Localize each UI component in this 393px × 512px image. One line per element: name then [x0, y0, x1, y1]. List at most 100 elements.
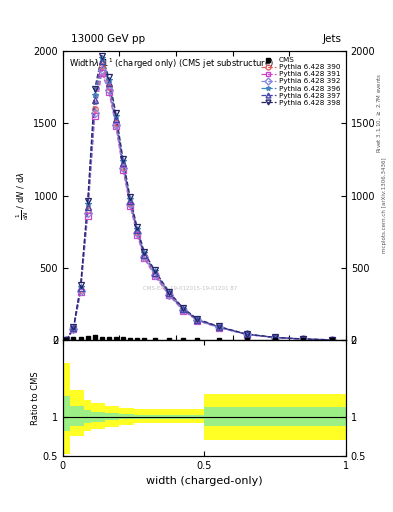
Pythia 6.428 396	[78, 284, 83, 290]
Text: Rivet 3.1.10, $\geq$ 2.7M events: Rivet 3.1.10, $\geq$ 2.7M events	[375, 72, 383, 153]
Pythia 6.428 391	[71, 326, 76, 332]
Pythia 6.428 397	[121, 160, 125, 166]
Pythia 6.428 398	[99, 52, 104, 58]
Pythia 6.428 396	[167, 289, 171, 295]
Pythia 6.428 397	[71, 325, 76, 331]
Line: CMS: CMS	[64, 335, 334, 343]
Pythia 6.428 396	[273, 334, 277, 340]
Pythia 6.428 397	[181, 306, 185, 312]
Pythia 6.428 392	[92, 110, 97, 116]
Pythia 6.428 391	[114, 123, 118, 130]
Pythia 6.428 391	[85, 213, 90, 219]
Pythia 6.428 396	[301, 336, 306, 342]
CMS	[329, 337, 334, 343]
Line: Pythia 6.428 398: Pythia 6.428 398	[64, 53, 334, 343]
Pythia 6.428 392	[99, 67, 104, 73]
Text: Width$\lambda\_1^1$ (charged only) (CMS jet substructure): Width$\lambda\_1^1$ (charged only) (CMS …	[68, 57, 274, 71]
Pythia 6.428 398	[85, 198, 90, 204]
Pythia 6.428 398	[195, 316, 200, 322]
Pythia 6.428 391	[329, 337, 334, 343]
Pythia 6.428 396	[329, 337, 334, 343]
Pythia 6.428 392	[114, 122, 118, 128]
Pythia 6.428 391	[244, 332, 249, 338]
CMS	[71, 336, 76, 343]
Pythia 6.428 398	[135, 224, 140, 230]
Pythia 6.428 397	[152, 269, 157, 275]
CMS	[114, 336, 118, 343]
Pythia 6.428 398	[167, 289, 171, 295]
Pythia 6.428 396	[181, 306, 185, 312]
Pythia 6.428 396	[92, 92, 97, 98]
CMS	[64, 337, 69, 343]
Pythia 6.428 391	[167, 292, 171, 298]
Pythia 6.428 396	[114, 113, 118, 119]
Pythia 6.428 391	[128, 203, 132, 209]
Pythia 6.428 392	[216, 324, 221, 330]
Line: Pythia 6.428 396: Pythia 6.428 396	[64, 56, 334, 343]
Pythia 6.428 390	[244, 331, 249, 337]
X-axis label: width (charged-only): width (charged-only)	[146, 476, 263, 486]
Pythia 6.428 398	[273, 334, 277, 340]
Pythia 6.428 397	[107, 80, 111, 86]
Pythia 6.428 398	[244, 331, 249, 337]
Pythia 6.428 392	[64, 337, 69, 343]
Pythia 6.428 397	[99, 58, 104, 65]
Pythia 6.428 396	[99, 55, 104, 61]
Pythia 6.428 396	[128, 196, 132, 202]
Pythia 6.428 390	[195, 317, 200, 323]
Pythia 6.428 396	[64, 337, 69, 343]
Pythia 6.428 392	[195, 317, 200, 324]
Y-axis label: Ratio to CMS: Ratio to CMS	[31, 371, 40, 425]
Pythia 6.428 392	[244, 331, 249, 337]
Pythia 6.428 397	[195, 317, 200, 323]
Y-axis label: $\frac{1}{\mathrm{d}N}$ / $\mathrm{d}N$ / $\mathrm{d}\lambda$: $\frac{1}{\mathrm{d}N}$ / $\mathrm{d}N$ …	[14, 172, 31, 220]
Pythia 6.428 397	[135, 227, 140, 233]
CMS	[128, 336, 132, 343]
Pythia 6.428 396	[142, 250, 147, 257]
Pythia 6.428 391	[301, 336, 306, 342]
Pythia 6.428 398	[152, 267, 157, 273]
Pythia 6.428 397	[64, 337, 69, 343]
Pythia 6.428 392	[135, 230, 140, 237]
CMS	[85, 335, 90, 341]
Pythia 6.428 396	[135, 226, 140, 232]
Pythia 6.428 390	[71, 326, 76, 332]
CMS	[216, 337, 221, 343]
Pythia 6.428 390	[85, 207, 90, 213]
Pythia 6.428 390	[152, 270, 157, 276]
Pythia 6.428 397	[78, 285, 83, 291]
Pythia 6.428 391	[121, 166, 125, 173]
Pythia 6.428 396	[121, 158, 125, 164]
CMS	[107, 336, 111, 342]
Pythia 6.428 391	[78, 289, 83, 295]
Pythia 6.428 391	[216, 325, 221, 331]
Pythia 6.428 391	[152, 273, 157, 279]
Pythia 6.428 391	[195, 317, 200, 324]
Pythia 6.428 391	[99, 70, 104, 76]
Pythia 6.428 391	[181, 307, 185, 313]
Pythia 6.428 398	[216, 323, 221, 329]
Pythia 6.428 398	[71, 324, 76, 330]
Line: Pythia 6.428 397: Pythia 6.428 397	[64, 58, 334, 343]
Pythia 6.428 391	[107, 89, 111, 95]
Pythia 6.428 396	[244, 331, 249, 337]
CMS	[244, 337, 249, 343]
Pythia 6.428 396	[216, 324, 221, 330]
Line: Pythia 6.428 392: Pythia 6.428 392	[64, 67, 334, 343]
Pythia 6.428 390	[301, 336, 306, 342]
Pythia 6.428 398	[121, 156, 125, 162]
Pythia 6.428 390	[142, 253, 147, 260]
CMS	[99, 335, 104, 342]
Pythia 6.428 392	[152, 272, 157, 278]
Pythia 6.428 391	[142, 255, 147, 262]
Pythia 6.428 398	[92, 86, 97, 92]
Pythia 6.428 397	[329, 337, 334, 343]
Pythia 6.428 390	[167, 291, 171, 297]
Pythia 6.428 391	[92, 113, 97, 119]
Pythia 6.428 392	[273, 334, 277, 340]
Pythia 6.428 390	[181, 307, 185, 313]
Pythia 6.428 398	[107, 74, 111, 80]
Pythia 6.428 390	[128, 200, 132, 206]
Pythia 6.428 392	[329, 337, 334, 343]
CMS	[152, 337, 157, 343]
